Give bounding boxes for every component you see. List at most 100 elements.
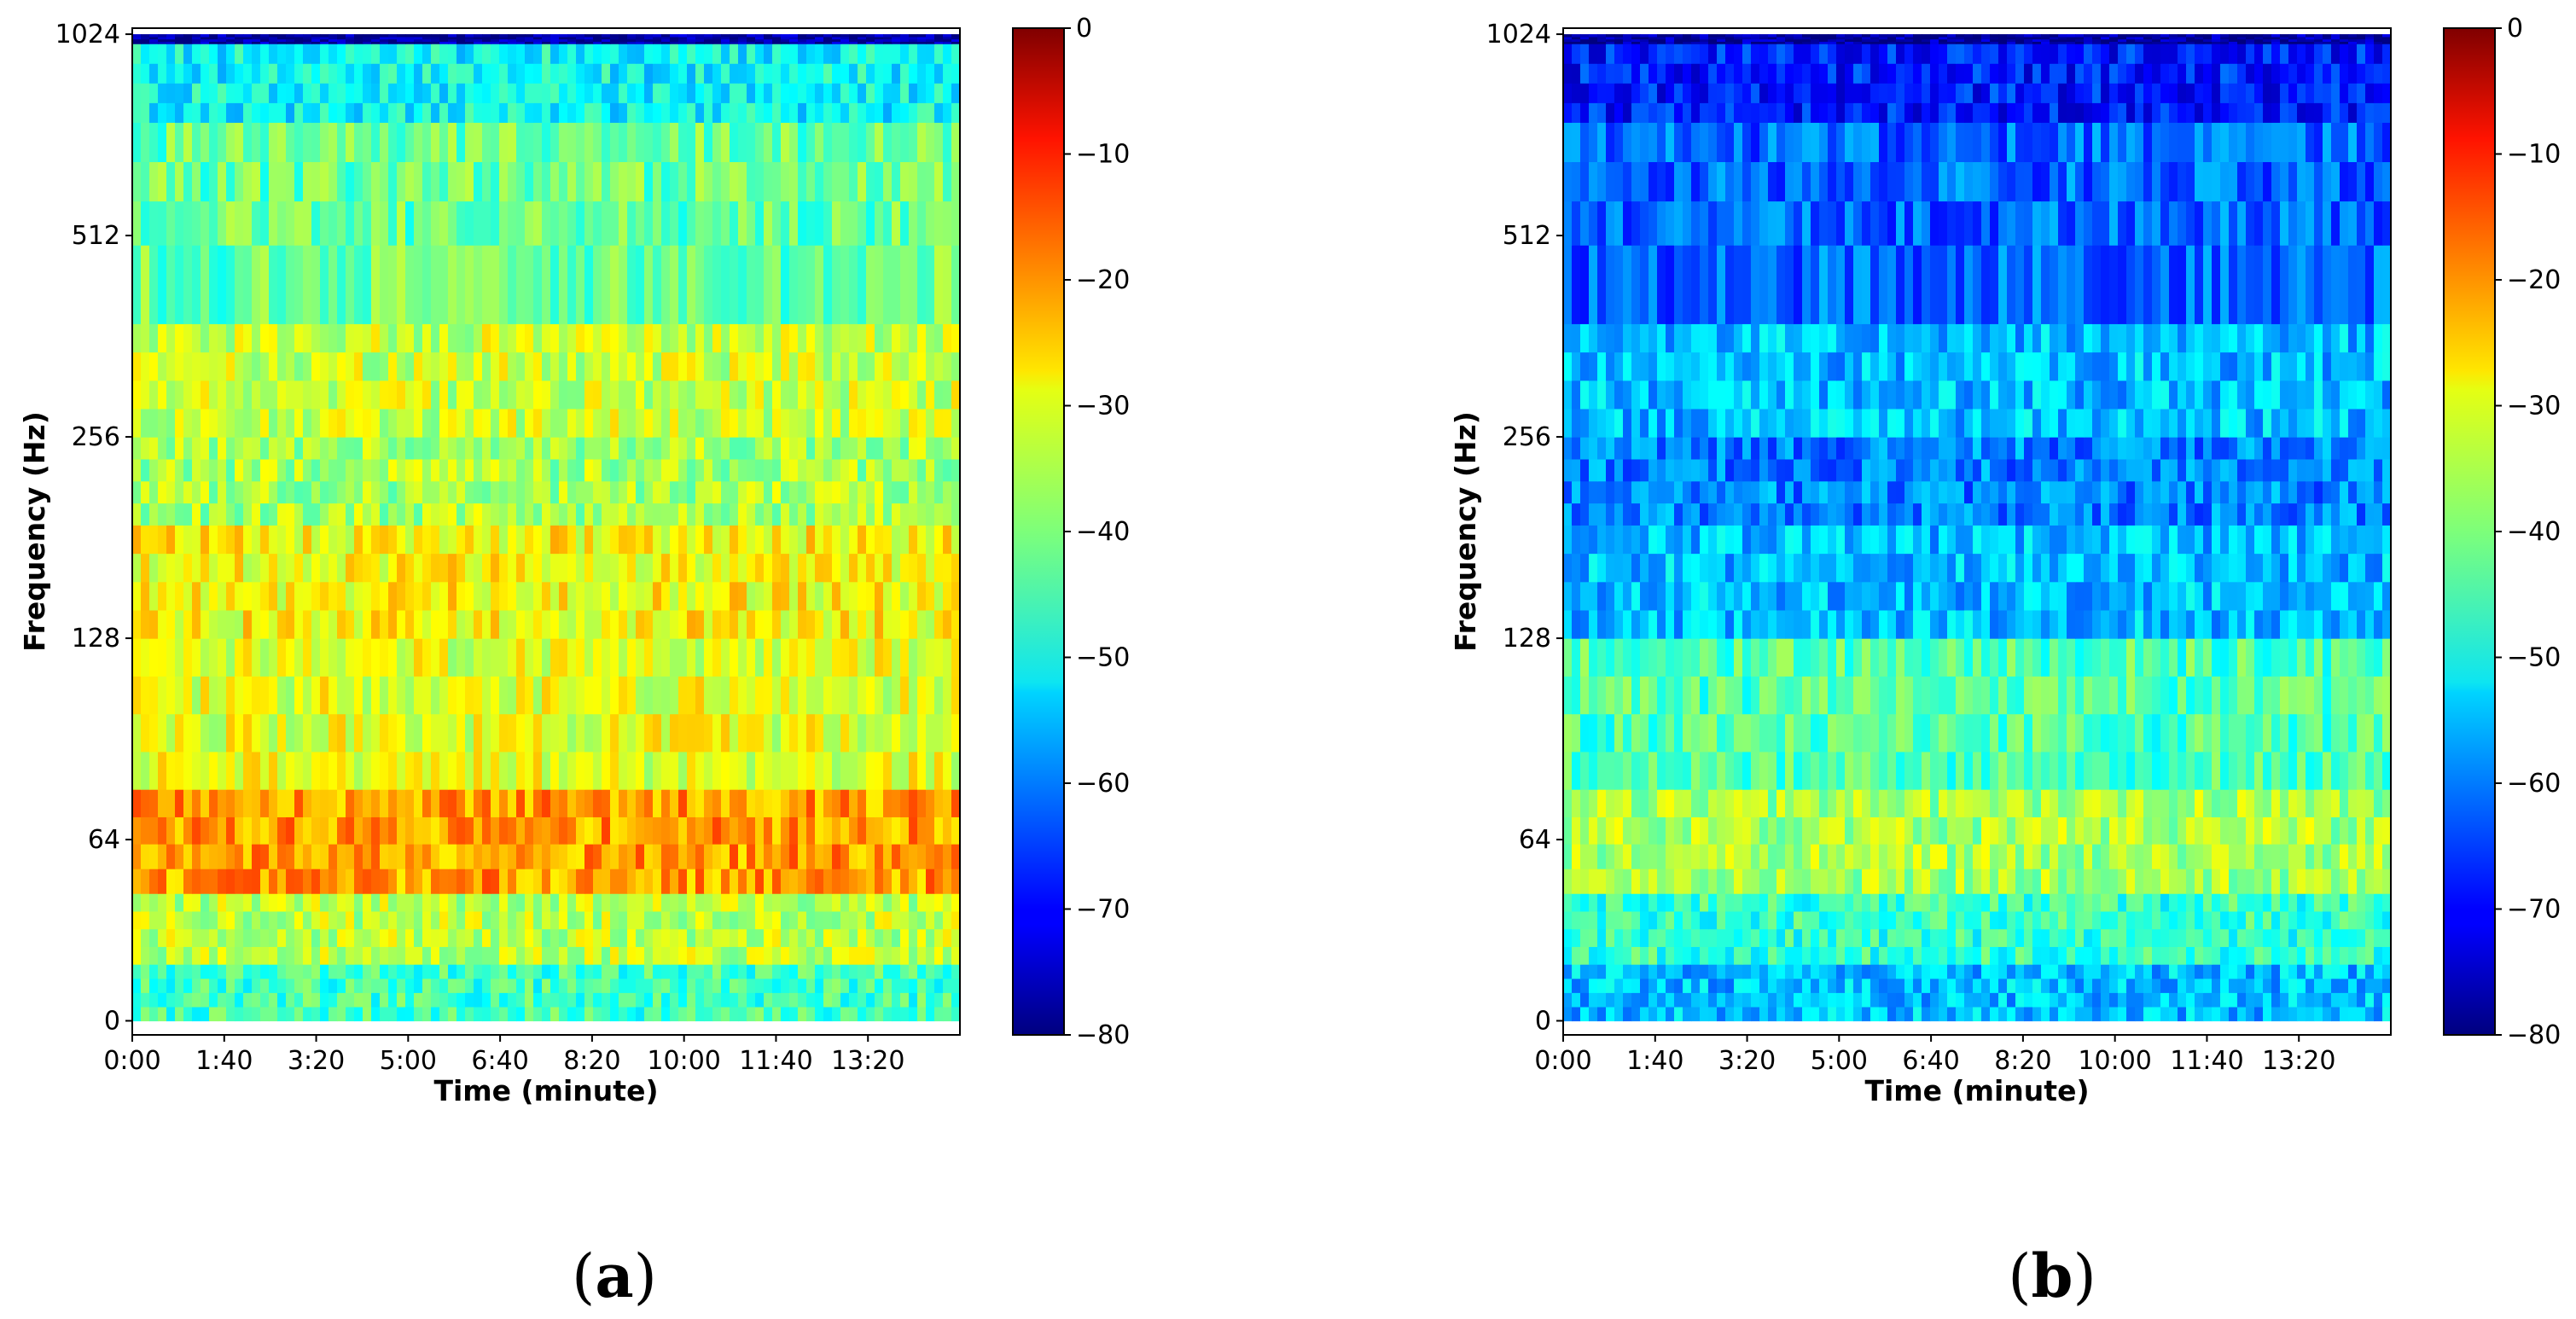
heatmap-cell <box>695 63 705 84</box>
heatmap-cell <box>849 38 858 42</box>
heatmap-cell <box>286 816 295 845</box>
heatmap-cell <box>474 525 483 555</box>
heatmap-cell <box>866 525 875 555</box>
heatmap-cell <box>1674 869 1683 894</box>
heatmap-cell <box>559 41 568 44</box>
heatmap-cell <box>678 41 688 44</box>
heatmap-cell <box>491 437 500 460</box>
heatmap-cell <box>738 978 747 993</box>
heatmap-cell <box>712 41 722 44</box>
heatmap-cell <box>712 122 722 163</box>
heatmap-cell <box>849 816 858 845</box>
heatmap-cell <box>695 122 705 163</box>
heatmap-cell <box>320 437 329 460</box>
heatmap-cell <box>243 63 253 84</box>
heatmap-cell <box>132 352 142 381</box>
heatmap-cell <box>525 946 534 965</box>
heatmap-cell <box>201 323 210 353</box>
heatmap-cell <box>422 408 432 438</box>
heatmap-cell <box>1947 869 1957 894</box>
heatmap-cell <box>798 44 807 64</box>
heatmap-cell <box>644 38 654 42</box>
heatmap-cell <box>858 816 867 845</box>
heatmap-cell <box>491 553 500 583</box>
heatmap-cell <box>175 676 184 715</box>
heatmap-cell <box>840 751 850 790</box>
heatmap-cell <box>798 408 807 438</box>
heatmap-cell <box>1990 1006 1999 1022</box>
heatmap-cell <box>346 525 355 555</box>
heatmap-cell <box>2203 1006 2213 1022</box>
heatmap-cell <box>934 245 944 324</box>
heatmap-cell <box>226 525 236 555</box>
heatmap-cell <box>508 844 517 869</box>
heatmap-cell <box>619 581 628 611</box>
heatmap-cell <box>260 553 270 583</box>
heatmap-cell <box>277 161 287 202</box>
heatmap-cell <box>132 553 142 583</box>
heatmap-cell <box>789 964 799 979</box>
heatmap-cell <box>883 503 893 526</box>
heatmap-cell <box>474 893 483 912</box>
heatmap-cell <box>2195 816 2204 845</box>
heatmap-cell <box>900 503 910 526</box>
heatmap-cell <box>1631 816 1641 845</box>
heatmap-cell <box>738 844 747 869</box>
heatmap-cell <box>439 789 449 817</box>
heatmap-cell <box>1964 978 1974 993</box>
heatmap-cell <box>815 63 824 84</box>
heatmap-cell <box>755 34 765 38</box>
heatmap-cell <box>1981 978 1991 993</box>
heatmap-cell <box>875 408 884 438</box>
heatmap-cell <box>806 713 816 752</box>
heatmap-cell <box>1896 964 1905 979</box>
heatmap-cell <box>712 102 722 123</box>
heatmap-cell <box>482 122 491 163</box>
heatmap-cell <box>576 964 585 979</box>
heatmap-cell <box>277 1006 287 1022</box>
heatmap-cell <box>619 36 628 40</box>
heatmap-cell <box>252 458 261 482</box>
heatmap-cell <box>781 893 790 912</box>
heatmap-cell <box>875 789 884 817</box>
heatmap-cell <box>371 581 381 611</box>
heatmap-cell <box>465 992 474 1008</box>
heatmap-cell <box>584 910 594 930</box>
heatmap-cell <box>482 38 491 42</box>
heatmap-cell <box>286 553 295 583</box>
heatmap-cell <box>832 816 841 845</box>
heatmap-cell <box>2058 1006 2067 1022</box>
heatmap-cell <box>798 816 807 845</box>
heatmap-cell <box>1614 946 1624 965</box>
heatmap-cell <box>346 1006 355 1022</box>
heatmap-cell <box>491 380 500 410</box>
heatmap-cell <box>772 581 782 611</box>
heatmap-cell <box>815 200 824 246</box>
heatmap-cell <box>781 928 790 947</box>
heatmap-cell <box>175 553 184 583</box>
heatmap-cell <box>670 34 679 38</box>
heatmap-cell <box>704 323 713 353</box>
heatmap-cell <box>644 928 654 947</box>
heatmap-cell <box>661 34 671 38</box>
heatmap-cell <box>951 609 961 639</box>
heatmap-cell <box>730 41 739 44</box>
heatmap-cell <box>951 36 961 40</box>
heatmap-cell <box>730 458 739 482</box>
heatmap-cell <box>602 713 611 752</box>
heatmap-cell <box>1700 844 1709 869</box>
heatmap-cell <box>2007 946 2016 965</box>
heatmap-cell <box>704 122 713 163</box>
heatmap-cell <box>149 992 159 1008</box>
heatmap-cell <box>320 893 329 912</box>
heatmap-cell <box>388 122 398 163</box>
heatmap-cell <box>738 245 747 324</box>
heatmap-cell <box>602 789 611 817</box>
y-tick-label: 512 <box>72 221 120 251</box>
heatmap-cell <box>491 458 500 482</box>
heatmap-cell <box>610 946 619 965</box>
heatmap-cell <box>712 83 722 103</box>
heatmap-cell <box>380 245 389 324</box>
heatmap-cell <box>175 816 184 845</box>
heatmap-cell <box>704 63 713 84</box>
